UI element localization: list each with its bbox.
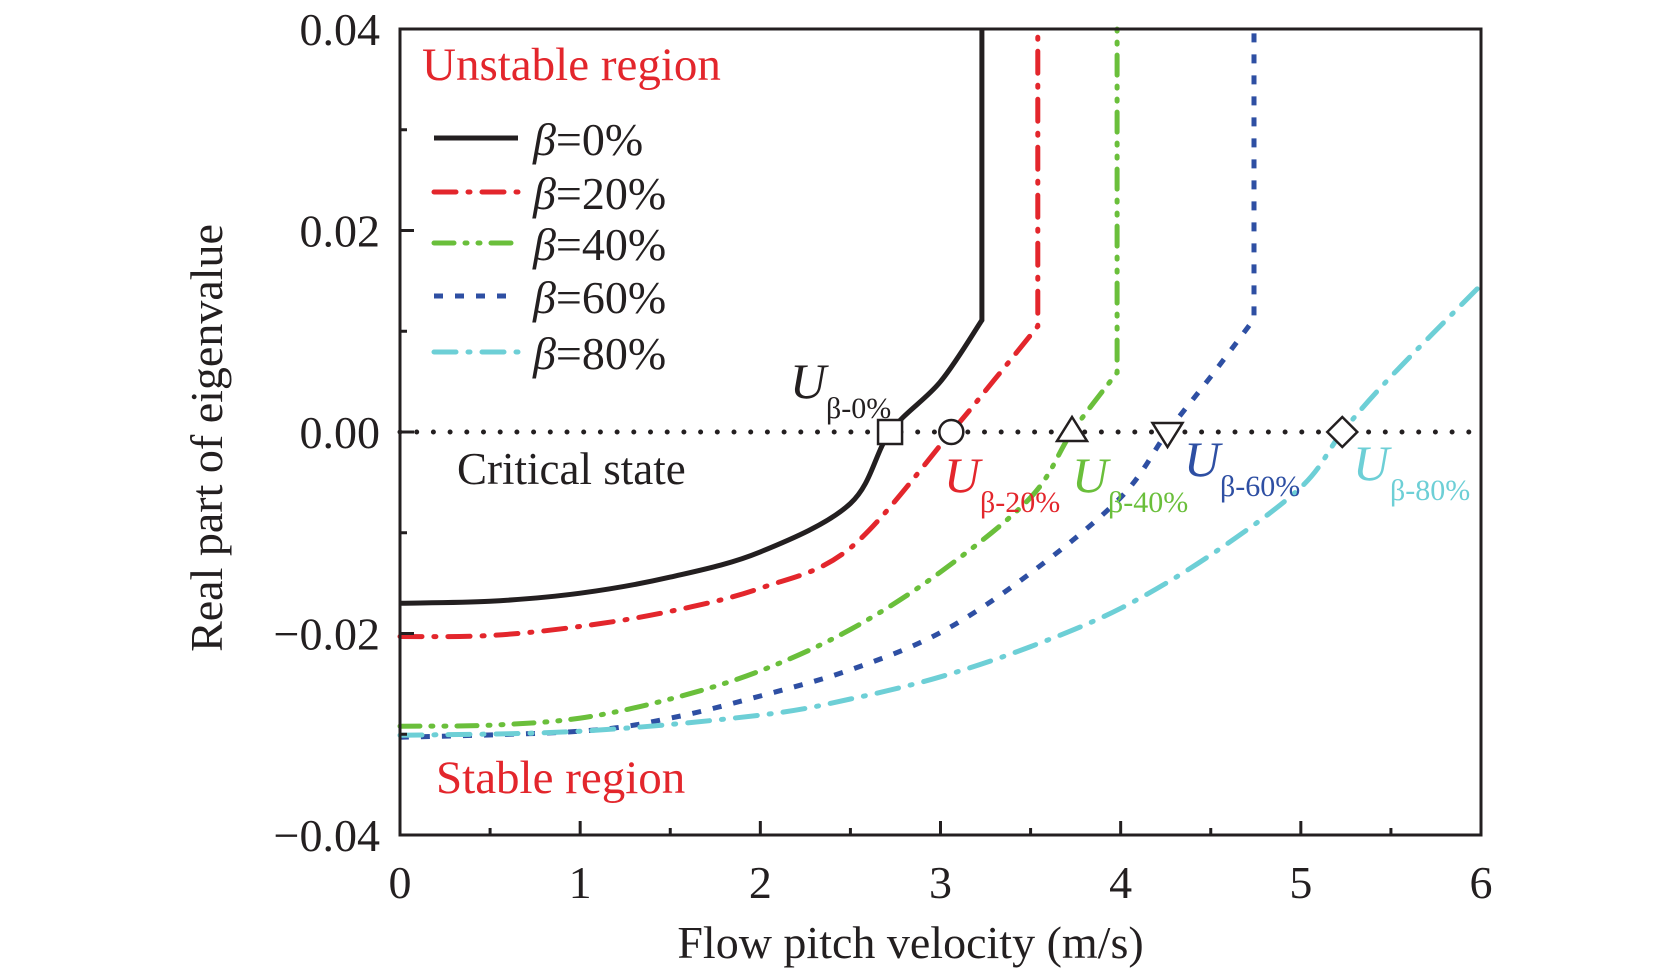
y-axis-title: Real part of eigenvalue [181, 224, 232, 652]
legend-beta-value: =0% [556, 114, 643, 165]
series-line-beta-20 [397, 26, 1041, 640]
x-axis-title: Flow pitch velocity (m/s) [677, 917, 1143, 968]
critical-velocity-subscript: β-20% [980, 486, 1060, 519]
y-tick-label: 0.02 [300, 206, 381, 257]
axis-tick-labels: 0 1 2 3 4 5 6 −0.04 −0.02 0.00 0.02 0.04 [274, 4, 1493, 908]
axis-ticks [398, 27, 1483, 837]
legend-label: β=60% [532, 272, 666, 323]
critical-velocity-subscript: β-80% [1390, 474, 1470, 507]
legend-label: β=20% [532, 168, 666, 219]
x-tick-label: 4 [1109, 857, 1132, 908]
critical-state-label: Critical state [457, 444, 686, 494]
stable-region-label: Stable region [436, 752, 685, 804]
marker-square [876, 418, 904, 446]
x-tick-label: 6 [1470, 857, 1493, 908]
marker-triangle-up [1054, 414, 1090, 443]
marker-circle [938, 418, 965, 446]
legend: β=0%β=20%β=40%β=60%β=80% [431, 114, 666, 379]
legend-beta-symbol: β [532, 328, 556, 379]
x-tick-label: 5 [1289, 857, 1312, 908]
legend-label: β=40% [532, 219, 666, 270]
critical-velocity-label: U [1072, 447, 1111, 503]
critical-velocity-label: U [1184, 431, 1223, 487]
y-tick-label: 0.00 [300, 407, 381, 458]
critical-velocity-subscript: β-0% [826, 392, 891, 425]
legend-label: β=80% [532, 328, 666, 379]
critical-velocity-label: U [1353, 435, 1392, 491]
legend-beta-value: =40% [556, 219, 666, 270]
legend-beta-symbol: β [532, 114, 556, 165]
legend-beta-value: =20% [556, 168, 666, 219]
series-line-beta-0 [399, 29, 985, 606]
series-line-beta-60 [399, 29, 1257, 740]
legend-beta-symbol: β [532, 272, 556, 323]
critical-velocity-label: U [790, 353, 829, 409]
legend-beta-value: =80% [556, 328, 666, 379]
x-tick-label: 2 [749, 857, 772, 908]
critical-velocity-label: U [944, 447, 983, 503]
marker-diamond [1325, 415, 1360, 449]
legend-beta-symbol: β [532, 168, 556, 219]
y-tick-label: −0.02 [274, 609, 380, 660]
marker-triangle-down [1150, 421, 1185, 450]
critical-velocity-subscript: β-60% [1220, 470, 1300, 503]
x-tick-label: 3 [929, 857, 952, 908]
legend-beta-symbol: β [532, 219, 556, 270]
x-tick-label: 1 [569, 857, 592, 908]
unstable-region-label: Unstable region [422, 39, 721, 91]
y-tick-label: −0.04 [274, 810, 380, 861]
critical-point-markers [876, 414, 1360, 450]
critical-velocity-subscript: β-40% [1108, 486, 1188, 519]
legend-label: β=0% [532, 114, 643, 165]
legend-beta-value: =60% [556, 272, 666, 323]
y-tick-label: 0.04 [300, 4, 381, 55]
series-line-beta-40 [397, 26, 1120, 729]
x-tick-label: 0 [389, 857, 412, 908]
